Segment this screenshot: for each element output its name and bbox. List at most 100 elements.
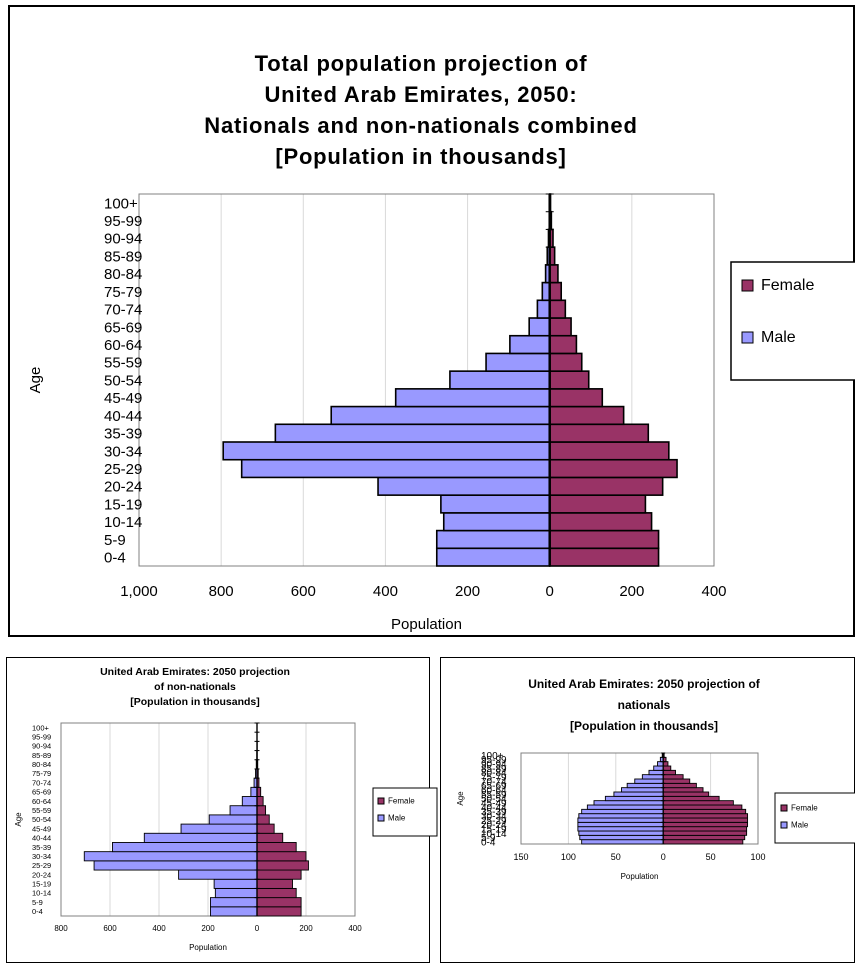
- chart-title-line: United Arab Emirates, 2050:: [264, 82, 577, 107]
- male-bar: [242, 797, 257, 806]
- male-bar: [594, 801, 663, 805]
- non-nationals-pyramid-chart: United Arab Emirates: 2050 projectionof …: [7, 658, 431, 964]
- female-bar: [550, 336, 577, 354]
- age-group-label: 45-49: [32, 824, 51, 833]
- male-bar: [444, 513, 550, 531]
- male-bar: [275, 424, 549, 442]
- female-bar: [257, 879, 293, 888]
- female-bar: [663, 827, 746, 831]
- female-bar: [550, 318, 571, 336]
- female-bar: [257, 898, 301, 907]
- male-bar: [578, 818, 663, 822]
- male-bar: [209, 815, 257, 824]
- chart-title-line: Nationals and non-nationals combined: [204, 113, 637, 138]
- female-bar: [550, 442, 669, 460]
- x-tick-label: 400: [348, 924, 362, 933]
- age-group-label: 80-84: [32, 760, 51, 769]
- female-bar: [257, 824, 274, 833]
- male-bar: [614, 792, 663, 796]
- age-group-label: 65-69: [32, 788, 51, 797]
- male-bar: [579, 831, 663, 835]
- chart-title-line: Total population projection of: [255, 51, 588, 76]
- x-tick-label: 50: [706, 852, 716, 862]
- male-bar: [437, 531, 550, 549]
- female-bar: [663, 796, 719, 800]
- female-bar: [663, 762, 668, 766]
- x-tick-label: 1,000: [120, 583, 158, 600]
- male-bar: [582, 840, 664, 844]
- age-group-label: 30-34: [104, 443, 142, 460]
- y-axis-label: Age: [27, 367, 44, 394]
- male-bar: [642, 775, 663, 779]
- x-tick-label: 0: [661, 852, 666, 862]
- female-bar: [550, 495, 646, 513]
- male-bar: [215, 888, 257, 897]
- legend-swatch: [781, 822, 787, 828]
- female-bar: [663, 792, 709, 796]
- x-tick-label: 0: [546, 583, 554, 600]
- age-group-label: 45-49: [104, 390, 142, 407]
- male-bar: [210, 898, 257, 907]
- male-bar: [242, 460, 550, 478]
- x-tick-label: 200: [201, 924, 215, 933]
- female-bar: [663, 809, 745, 813]
- chart-title-line: [Population in thousands]: [275, 144, 566, 169]
- age-group-label: 35-39: [32, 843, 51, 852]
- age-group-label: 50-54: [104, 372, 142, 389]
- main-pyramid-chart: Total population projection of United Ara…: [10, 7, 855, 639]
- age-group-label: 100+: [104, 195, 138, 212]
- x-tick-label: 800: [209, 583, 234, 600]
- chart-title-line: [Population in thousands]: [570, 719, 718, 733]
- female-bar: [663, 805, 742, 809]
- legend-swatch: [742, 280, 753, 291]
- male-bar: [144, 833, 257, 842]
- age-group-label: 75-79: [104, 284, 142, 301]
- female-bar: [550, 477, 663, 495]
- age-group-label: 55-59: [104, 355, 142, 372]
- female-bar: [257, 852, 306, 861]
- age-group-label: 5-9: [32, 898, 43, 907]
- x-tick-label: 100: [750, 852, 765, 862]
- age-group-label: 30-34: [32, 852, 51, 861]
- female-bar: [550, 460, 677, 478]
- female-bar: [550, 407, 624, 425]
- male-bar: [510, 336, 550, 354]
- age-group-label: 10-14: [32, 889, 51, 898]
- male-bar: [437, 548, 550, 566]
- age-group-label: 60-64: [32, 797, 51, 806]
- legend-box: [775, 793, 855, 843]
- female-bar: [550, 283, 562, 301]
- x-tick-label: 800: [54, 924, 68, 933]
- nationals-pyramid-chart: United Arab Emirates: 2050 projection of…: [441, 658, 855, 964]
- legend-swatch: [378, 815, 384, 821]
- female-bar: [550, 371, 589, 389]
- male-bar: [658, 762, 664, 766]
- male-bar: [214, 879, 257, 888]
- male-bar: [587, 805, 663, 809]
- main-pyramid-panel: Total population projection of United Ara…: [8, 5, 855, 637]
- age-group-label: 20-24: [104, 479, 142, 496]
- male-bar: [179, 870, 257, 879]
- female-bar: [550, 424, 649, 442]
- age-group-label: 95-99: [32, 732, 51, 741]
- female-bar: [550, 531, 659, 549]
- male-bar: [210, 907, 257, 916]
- x-tick-label: 200: [299, 924, 313, 933]
- x-tick-label: 200: [455, 583, 480, 600]
- x-tick-label: 100: [561, 852, 576, 862]
- female-bar: [663, 831, 746, 835]
- nationals-pyramid-panel: United Arab Emirates: 2050 projection of…: [440, 657, 855, 963]
- age-group-label: 85-89: [32, 751, 51, 760]
- x-tick-label: 400: [373, 583, 398, 600]
- age-group-label: 25-29: [32, 861, 51, 870]
- x-axis-label: Population: [621, 872, 659, 881]
- legend-label: Female: [791, 803, 818, 812]
- male-bar: [331, 407, 550, 425]
- male-bar: [654, 766, 663, 770]
- age-group-label: 70-74: [32, 778, 51, 787]
- age-group-label: 15-19: [32, 880, 51, 889]
- female-bar: [257, 815, 269, 824]
- legend-label: Female: [388, 796, 415, 805]
- female-bar: [257, 907, 301, 916]
- age-group-label: 0-4: [104, 550, 126, 567]
